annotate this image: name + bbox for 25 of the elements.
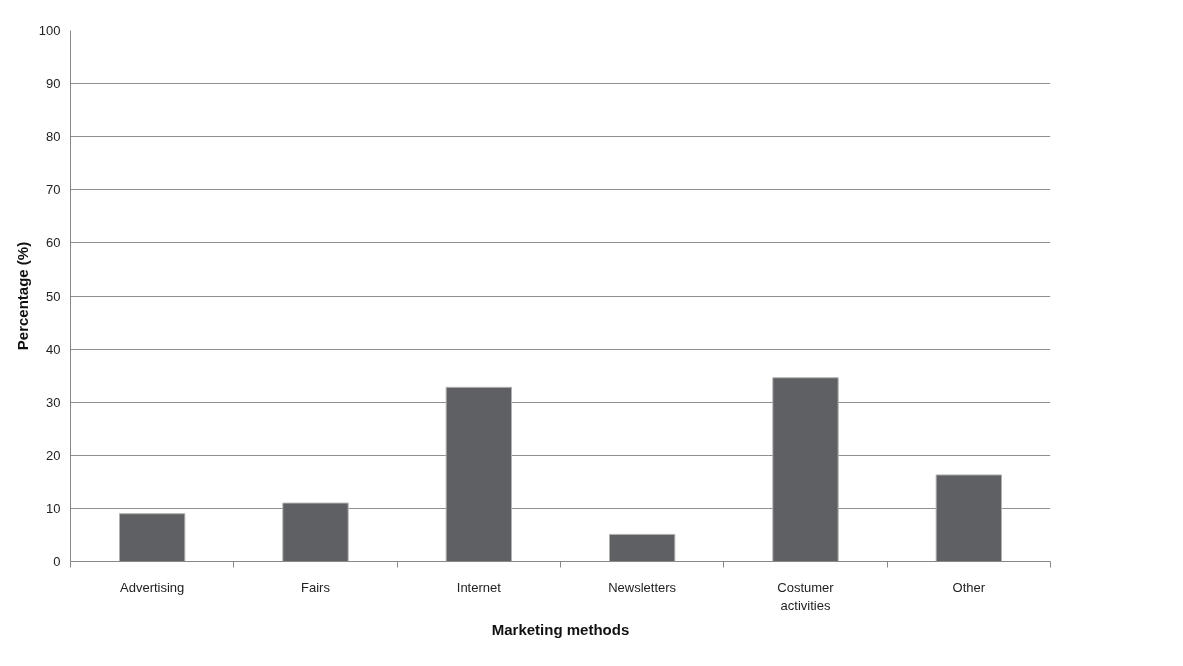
x-tick-label: Newsletters (608, 579, 677, 595)
y-tick-label: 90 (46, 76, 61, 92)
x-tick-label: Fairs (301, 579, 331, 595)
y-tick-label: 70 (46, 182, 61, 198)
x-axis-title: Marketing methods (491, 620, 630, 638)
x-tick-label: Costumer activities (777, 579, 835, 613)
bar (935, 474, 1002, 562)
y-tick-label: 10 (46, 500, 61, 516)
bar (609, 533, 676, 562)
bar (772, 377, 839, 562)
bar (282, 502, 349, 562)
x-tick-label: Other (952, 579, 986, 595)
y-tick-label: 100 (38, 23, 61, 38)
y-axis-title: Percentage (%) (13, 241, 31, 351)
y-tick-label: 50 (46, 288, 61, 304)
bar (445, 386, 512, 562)
x-tick-label: Advertising (120, 579, 185, 595)
bar (119, 513, 186, 562)
y-tick-label: 20 (46, 447, 61, 463)
y-tick-label: 80 (46, 129, 61, 145)
y-tick-label: 30 (46, 394, 61, 410)
y-tick-label: 60 (46, 235, 61, 251)
x-tick-label: Internet (456, 579, 502, 595)
y-tick-label: 40 (46, 341, 61, 357)
y-tick-label: 0 (53, 554, 61, 569)
